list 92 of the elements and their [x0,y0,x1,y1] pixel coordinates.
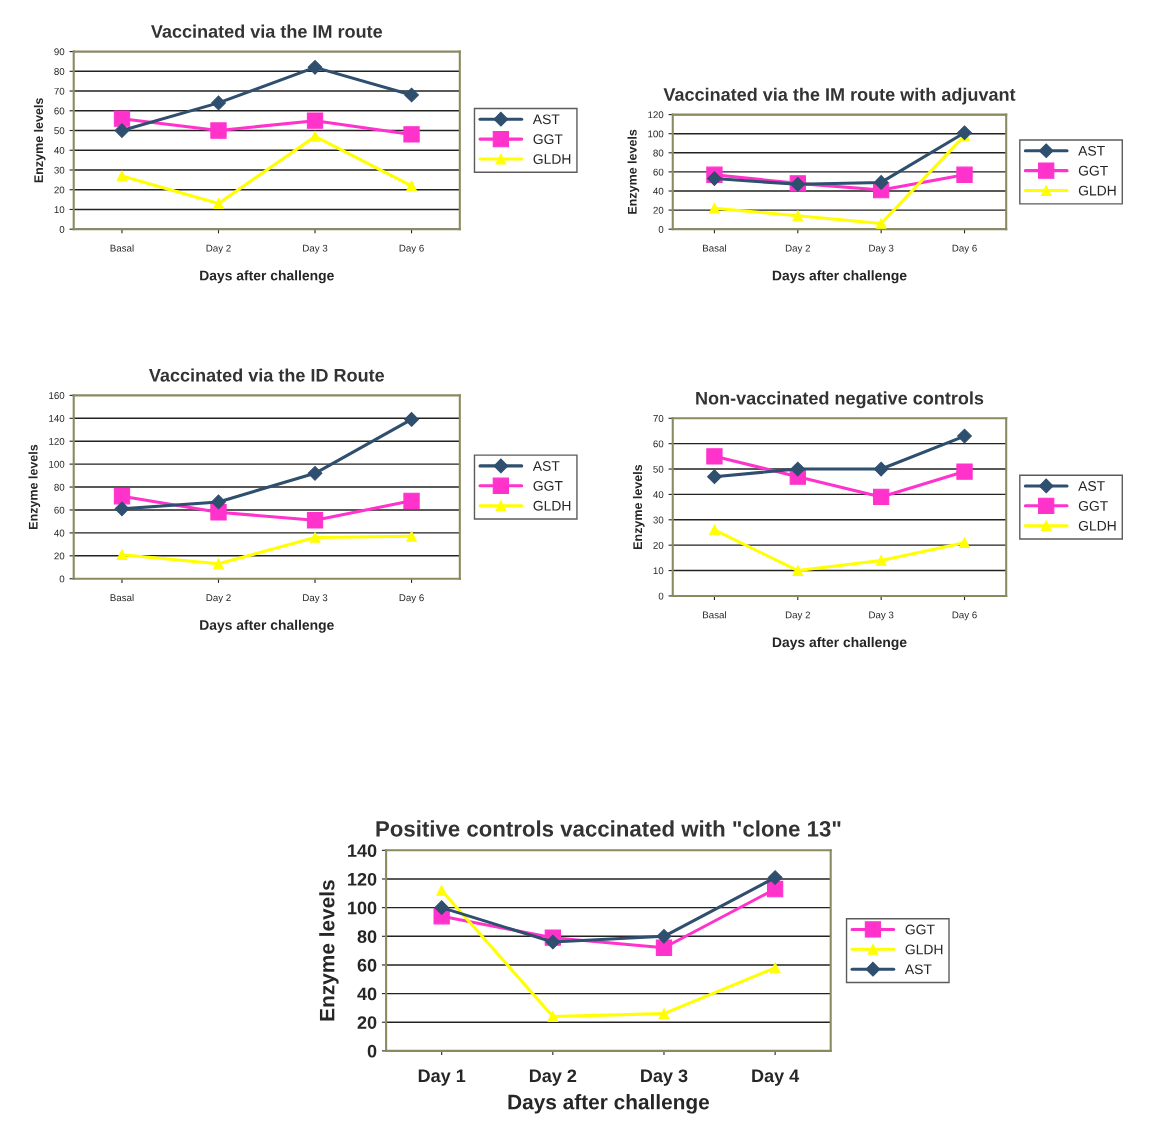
x-tick-label: Basal [110,594,134,602]
y-tick-label: 30 [653,516,664,524]
chart-title: Positive controls vaccinated with "clone 13" [376,820,841,837]
y-tick-label: 40 [54,529,65,537]
y-tick-label: 0 [367,1044,377,1058]
y-tick-label: 120 [348,872,377,886]
legend-label: AST [532,114,560,125]
legend-label: GLDH [533,154,571,164]
y-tick-label: 10 [54,206,65,214]
chart-title: Vaccinated via the IM route with adjuvant [663,87,1016,105]
x-tick-label: Day 3 [641,1069,688,1086]
x-tick-label: Day 2 [785,244,810,254]
x-axis-title: Days after challenge [200,619,334,633]
x-axis-title: Days after challenge [772,636,907,650]
x-tick-label: Day 2 [206,594,231,604]
x-tick-label: Day 6 [399,244,424,254]
chart-title: Non-vaccinated negative controls [696,391,984,409]
y-tick-label: 70 [54,87,65,95]
legend-label: AST [904,964,932,975]
y-tick-label: 30 [54,166,65,174]
x-tick-label: Day 2 [529,1069,577,1086]
y-tick-label: 80 [357,930,377,943]
y-tick-label: 20 [54,186,65,194]
y-tick-label: 50 [54,127,65,135]
y-tick-label: 60 [54,506,65,514]
x-axis-title: Days after challenge [508,1094,710,1114]
y-tick-label: 80 [653,149,664,157]
y-tick-label: 40 [54,146,65,154]
y-tick-label: 0 [658,592,664,600]
y-tick-label: 40 [357,987,377,1001]
legend-label: GLDH [533,500,571,511]
y-tick-label: 70 [653,415,664,422]
x-tick-label: Day 3 [869,244,894,254]
x-tick-label: Day 3 [303,594,328,604]
legend-label: GLDH [1078,185,1116,196]
y-tick-label: 120 [648,111,664,119]
legend-label: AST [532,461,560,471]
legend-label: GGT [1078,165,1108,176]
x-tick-label: Day 4 [752,1069,800,1086]
y-tick-label: 140 [49,415,65,422]
y-tick-label: 20 [357,1016,377,1029]
x-tick-label: Day 6 [399,594,424,604]
legend-label: GLDH [1078,520,1116,531]
y-tick-label: 160 [49,392,65,399]
y-tick-label: 100 [648,130,664,138]
x-tick-label: Day 6 [952,611,977,621]
y-tick-label: 60 [54,107,65,115]
x-tick-label: Day 3 [303,244,328,254]
y-tick-label: 80 [54,68,65,75]
legend-label: GGT [533,480,563,491]
y-tick-label: 80 [54,483,65,491]
x-axis-title: Days after challenge [772,270,907,284]
legend-label: GGT [1078,501,1108,511]
y-tick-label: 40 [653,187,664,195]
legend-label: GGT [533,134,563,145]
y-tick-label: 100 [348,901,377,915]
legend-label: GGT [905,924,935,935]
y-tick-label: 10 [653,567,664,575]
x-tick-label: Basal [703,244,726,252]
x-tick-label: Day 2 [206,244,231,254]
legend-label: AST [1078,145,1105,156]
y-tick-label: 0 [59,225,65,233]
y-axis-title: Enzyme levels [33,98,46,183]
y-tick-label: 20 [653,541,664,549]
y-tick-label: 40 [653,491,664,499]
y-axis-title: Enzyme levels [627,129,640,214]
legend-label: AST [1078,481,1105,491]
y-tick-label: 20 [54,552,65,560]
y-tick-label: 20 [653,206,664,214]
y-tick-label: 50 [653,465,664,473]
x-tick-label: Basal [110,244,134,252]
x-tick-label: Day 6 [952,244,977,254]
chart-title: Vaccinated via the ID Route [148,368,385,382]
y-tick-label: 0 [658,225,664,233]
y-tick-label: 100 [49,460,65,468]
chart-title: Vaccinated via the IM route [151,24,383,38]
y-tick-label: 120 [49,437,65,445]
y-tick-label: 60 [357,958,377,972]
y-tick-label: 0 [59,575,65,583]
y-axis-title: Enzyme levels [28,444,41,529]
y-axis-title: Enzyme levels [632,464,645,549]
x-tick-label: Day 2 [785,611,810,621]
y-tick-label: 60 [653,440,664,448]
y-axis-title: Enzyme levels [319,880,339,1021]
y-tick-label: 90 [54,48,65,56]
y-tick-label: 60 [653,168,664,176]
x-tick-label: Basal [703,611,726,619]
x-tick-label: Day 3 [869,611,894,621]
x-axis-title: Days after challenge [200,270,334,284]
x-tick-label: Day 1 [418,1069,466,1086]
y-tick-label: 140 [348,844,377,858]
legend-label: GLDH [905,944,943,955]
